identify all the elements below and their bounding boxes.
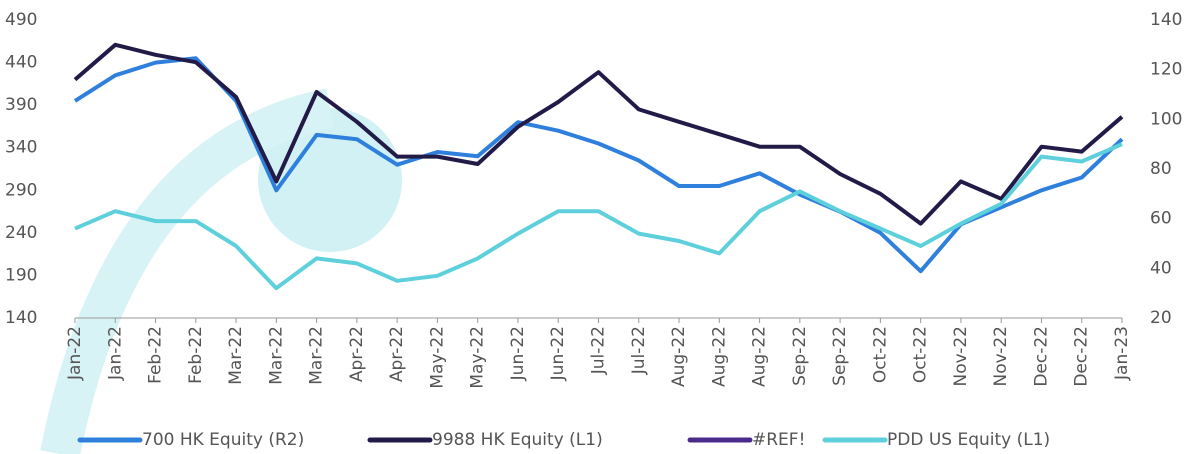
x-tick-label: Jan-22: [105, 326, 125, 381]
series-line: [73, 56, 1124, 274]
x-tick-label: Dec-22: [1031, 326, 1051, 387]
x-tick-label: May-22: [427, 326, 447, 389]
x-tick-label: Aug-22: [669, 326, 689, 387]
y2-tick-label: 100: [1150, 109, 1182, 129]
x-tick-label: Aug-22: [709, 326, 729, 387]
x-tick-label: Nov-22: [991, 326, 1011, 387]
y-tick-label: 390: [5, 95, 37, 115]
x-tick-label: Dec-22: [1072, 326, 1092, 387]
x-tick-label: Jan-22: [65, 326, 85, 381]
y2-tick-label: 120: [1150, 60, 1182, 80]
x-tick-label: Mar-22: [307, 326, 327, 385]
y2-tick-label: 80: [1150, 159, 1172, 179]
x-tick-label: May-22: [468, 326, 488, 389]
x-tick-label: Mar-22: [266, 326, 286, 385]
legend-label: PDD US Equity (L1): [887, 430, 1050, 450]
x-tick-label: Feb-22: [186, 326, 206, 384]
y-tick-label: 440: [5, 53, 37, 73]
y-tick-label: 240: [5, 223, 37, 243]
x-tick-label: Apr-22: [387, 326, 407, 382]
legend-label: 700 HK Equity (R2): [142, 430, 304, 450]
y-tick-label: 490: [5, 10, 37, 30]
series-line: [74, 142, 1123, 291]
y2-tick-label: 40: [1150, 258, 1172, 278]
y-tick-label: 190: [5, 265, 37, 285]
x-tick-label: Jul-22: [589, 326, 609, 375]
x-tick-label: Aug-22: [750, 326, 770, 387]
y-tick-label: 140: [5, 308, 37, 328]
decor-arc: [40, 88, 335, 454]
y2-tick-label: 20: [1150, 308, 1172, 328]
x-tick-label: Oct-22: [870, 326, 890, 383]
series-line: [73, 42, 1124, 226]
y-tick-label: 340: [5, 138, 37, 158]
x-tick-label: Oct-22: [911, 326, 931, 383]
x-tick-label: Jun-22: [508, 326, 528, 381]
x-tick-label: Jun-22: [548, 326, 568, 381]
y-tick-label: 290: [5, 180, 37, 200]
x-tick-label: Feb-22: [146, 326, 166, 384]
y2-tick-label: 60: [1150, 209, 1172, 229]
x-tick-label: Sep-22: [790, 326, 810, 386]
y2-tick-label: 140: [1150, 10, 1182, 30]
legend-label: 9988 HK Equity (L1): [432, 430, 603, 450]
x-tick-label: Apr-22: [347, 326, 367, 382]
x-tick-label: Jan-23: [1112, 326, 1132, 381]
legend-label: #REF!: [752, 430, 805, 450]
x-tick-label: Nov-22: [951, 326, 971, 387]
x-tick-label: Jul-22: [629, 326, 649, 375]
x-tick-label: Sep-22: [830, 326, 850, 386]
x-tick-label: Mar-22: [226, 326, 246, 385]
